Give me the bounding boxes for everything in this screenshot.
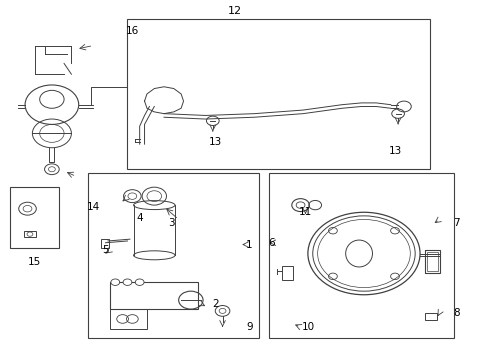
Text: 13: 13 <box>388 146 402 156</box>
Bar <box>24 231 36 237</box>
Text: 3: 3 <box>168 218 174 228</box>
Text: 7: 7 <box>452 218 459 228</box>
Bar <box>110 282 198 309</box>
Bar <box>424 250 439 273</box>
Circle shape <box>135 279 144 285</box>
Text: 9: 9 <box>245 322 252 332</box>
Text: 14: 14 <box>86 202 100 212</box>
Bar <box>282 266 292 280</box>
Bar <box>101 239 109 248</box>
Circle shape <box>123 279 132 285</box>
Text: 12: 12 <box>227 6 241 17</box>
Text: 11: 11 <box>298 207 311 217</box>
Bar <box>110 309 147 329</box>
Text: 2: 2 <box>211 299 218 309</box>
Text: 8: 8 <box>452 308 459 318</box>
Text: 15: 15 <box>28 257 41 267</box>
Text: 13: 13 <box>208 138 222 147</box>
Text: 6: 6 <box>267 238 274 248</box>
Circle shape <box>111 279 120 285</box>
Text: 10: 10 <box>301 322 314 332</box>
Bar <box>426 252 437 271</box>
Text: 16: 16 <box>125 26 139 36</box>
Bar <box>424 313 436 320</box>
Text: 4: 4 <box>136 213 142 222</box>
Text: 1: 1 <box>245 239 252 249</box>
Text: 5: 5 <box>102 245 109 255</box>
